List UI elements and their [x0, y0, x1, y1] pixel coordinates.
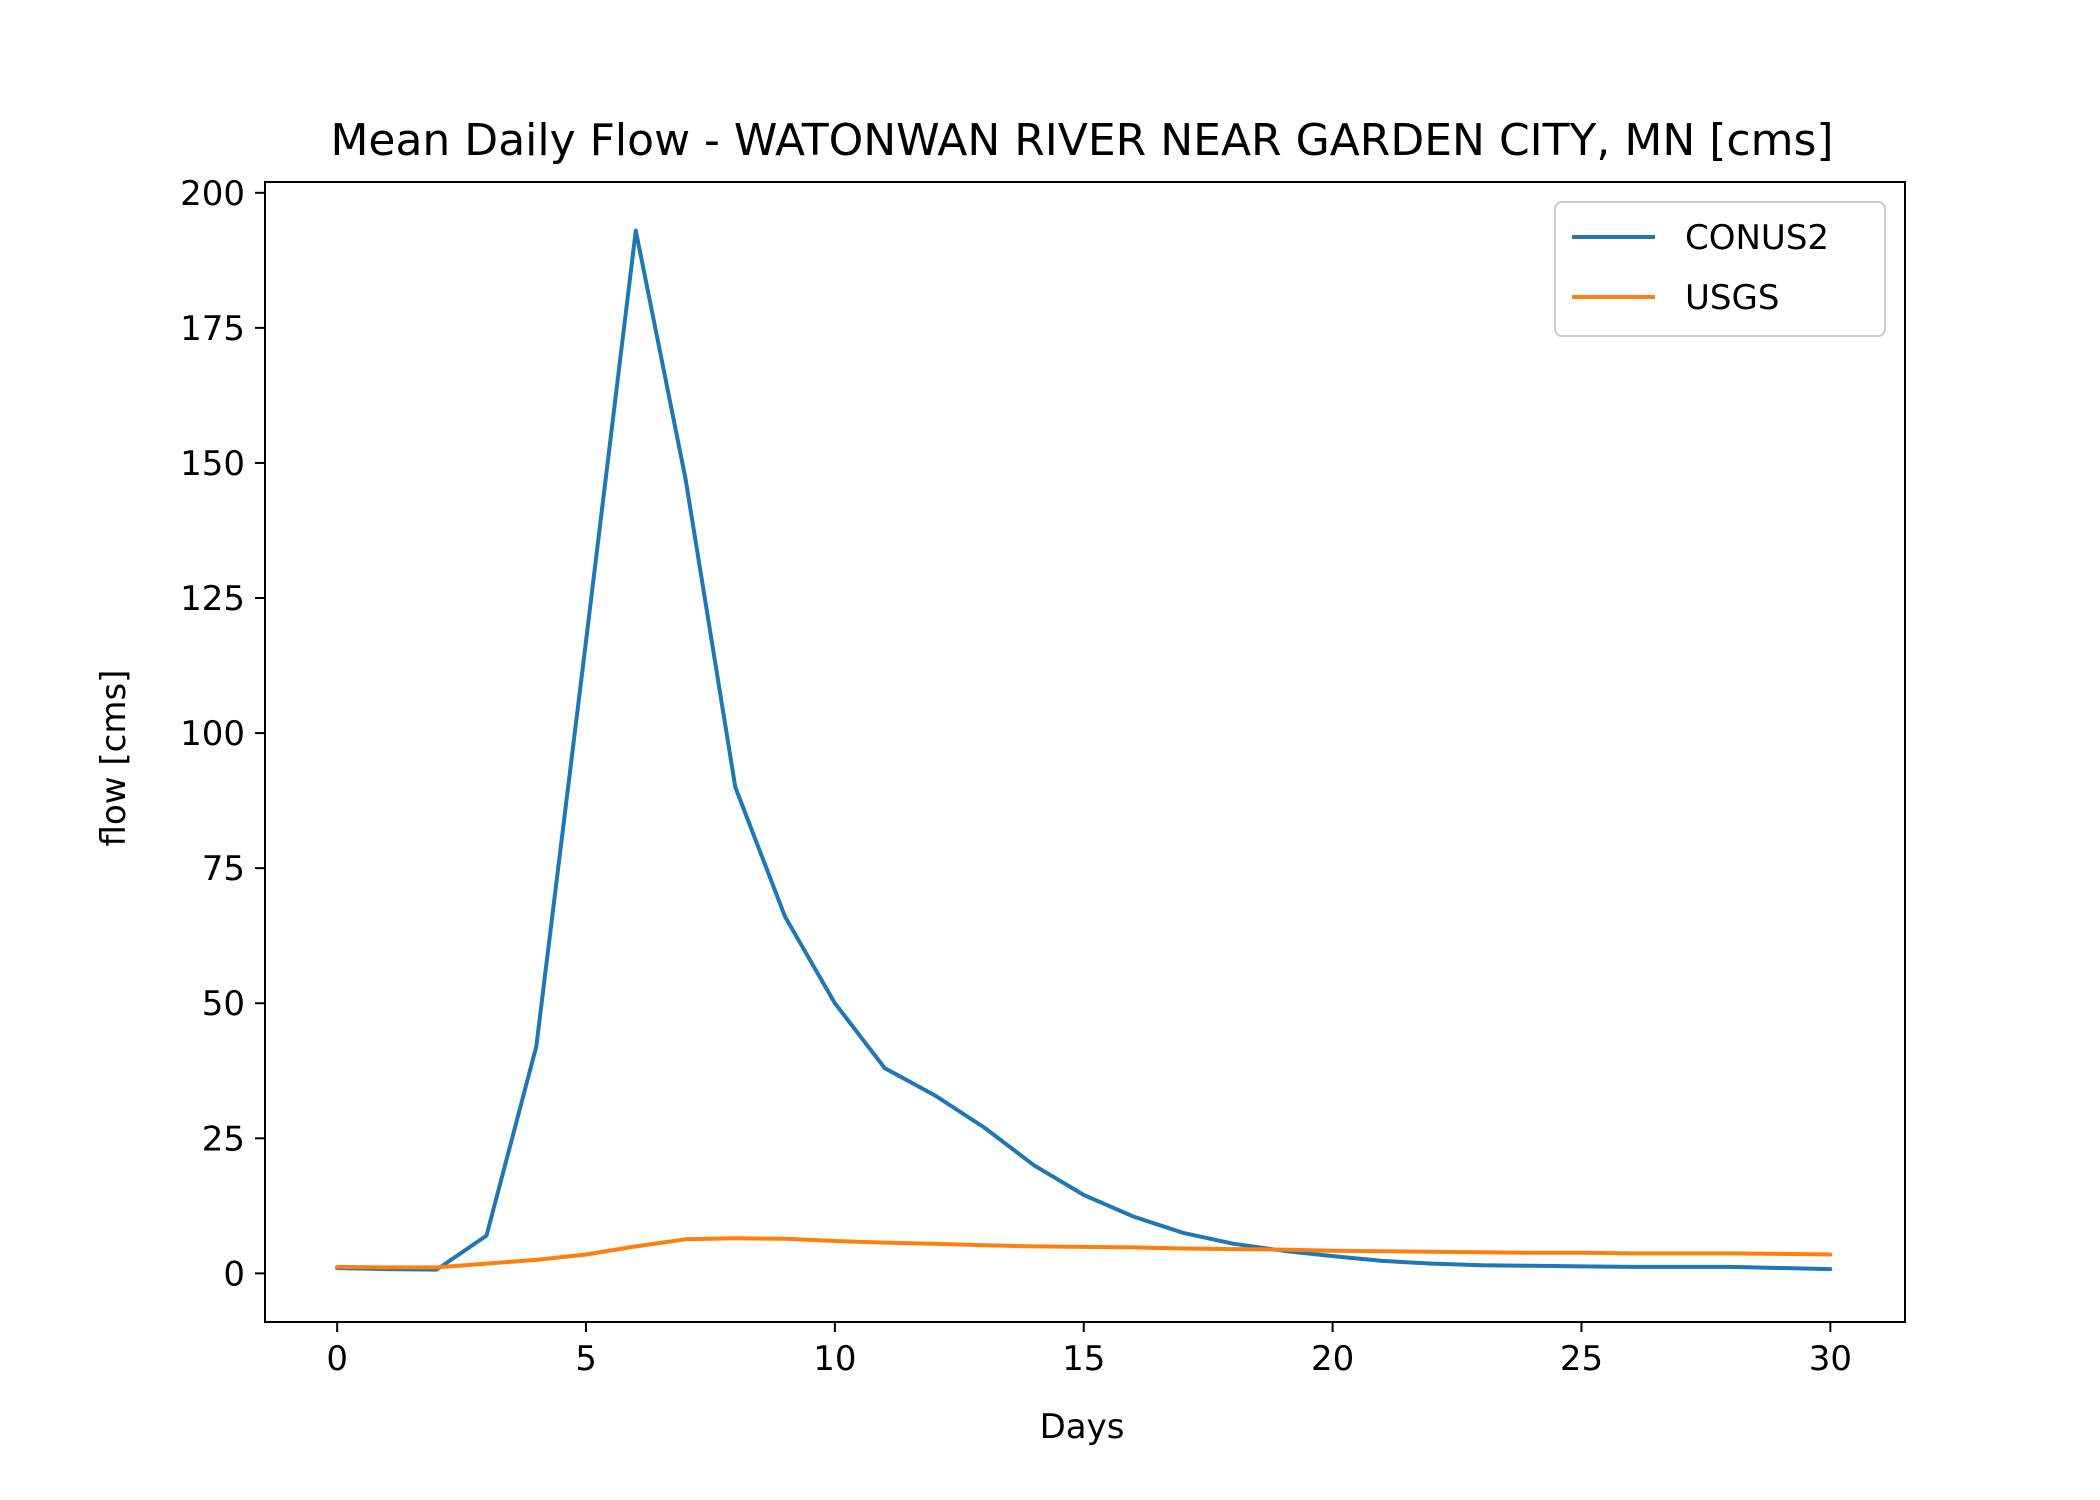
y-tick-label: 75 — [202, 849, 245, 889]
series-line-conus2 — [335, 228, 1833, 1272]
series-line-usgs — [335, 1236, 1833, 1270]
x-tick-label: 0 — [326, 1339, 348, 1379]
y-tick-label: 100 — [180, 714, 245, 754]
y-tick-label: 0 — [223, 1254, 245, 1294]
legend: CONUS2 USGS — [1554, 201, 1886, 337]
x-tick-label: 10 — [813, 1339, 856, 1379]
y-tick-label: 50 — [202, 984, 245, 1024]
x-tick-label: 30 — [1809, 1339, 1852, 1379]
legend-label-conus2: CONUS2 — [1685, 218, 1829, 258]
x-tick-label: 20 — [1311, 1339, 1354, 1379]
plot-frame — [264, 181, 1906, 1323]
x-tick-label: 25 — [1560, 1339, 1603, 1379]
chart-title: Mean Daily Flow - WATONWAN RIVER NEAR GA… — [330, 115, 1833, 166]
x-tick-label: 15 — [1062, 1339, 1105, 1379]
y-axis: 0 25 50 75 100 125 150 175 200 — [180, 174, 265, 1294]
x-tick-label: 5 — [575, 1339, 597, 1379]
x-axis: 0 5 10 15 20 25 30 — [326, 1322, 1852, 1379]
legend-label-usgs: USGS — [1685, 278, 1779, 318]
y-tick-label: 175 — [180, 309, 245, 349]
y-tick-label: 25 — [202, 1119, 245, 1159]
series-layer — [335, 228, 1833, 1272]
y-tick-label: 150 — [180, 444, 245, 484]
x-axis-label: Days — [1040, 1407, 1125, 1447]
y-tick-label: 125 — [180, 579, 245, 619]
y-axis-label: flow [cms] — [94, 670, 134, 847]
y-tick-label: 200 — [180, 174, 245, 214]
